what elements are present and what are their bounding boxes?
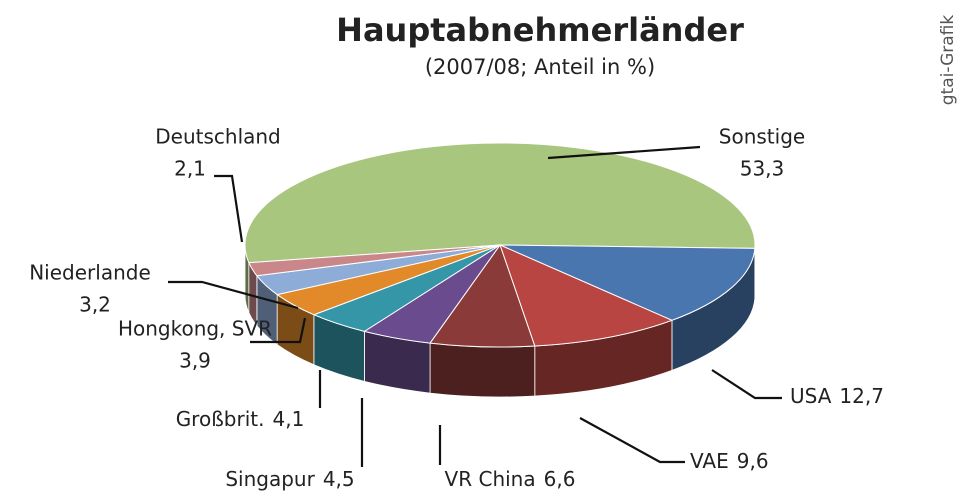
leader-line: [168, 280, 299, 310]
leader-line: [547, 145, 701, 160]
leader-line: [214, 174, 244, 243]
value-label: 12,7: [839, 384, 884, 408]
chart-title: Hauptabnehmerländer: [336, 11, 744, 49]
category-label: Großbrit.: [176, 407, 265, 431]
value-label: 53,3: [740, 157, 785, 181]
category-label: USA: [790, 384, 832, 408]
category-label: Deutschland: [155, 125, 281, 149]
category-label: VR China: [445, 467, 536, 491]
data-label: Großbrit. 4,1: [176, 407, 305, 431]
category-label: Sonstige: [719, 125, 805, 149]
value-label: 9,6: [737, 449, 769, 473]
source: gtai-Grafik: [938, 15, 958, 106]
value-label: 2,1: [174, 157, 206, 181]
data-label: Singapur 4,5: [225, 467, 354, 491]
leader-line: [579, 417, 685, 464]
category-label: Singapur: [225, 467, 315, 491]
value-label: 3,2: [79, 293, 111, 317]
slice: [499, 244, 756, 321]
slice: [499, 244, 674, 347]
leader-line: [250, 317, 307, 344]
value-label: 4,1: [272, 407, 304, 431]
slice: [244, 142, 756, 264]
value-label: 4,5: [323, 467, 355, 491]
data-label: VR China 6,6: [445, 467, 576, 491]
slice-side: [429, 342, 536, 398]
data-label: USA 12,7: [790, 384, 884, 408]
slice: [248, 244, 501, 277]
category-label: VAE: [690, 449, 729, 473]
leader-line: [711, 369, 782, 400]
category-label: Hongkong, SVR: [118, 317, 272, 341]
category-label: Niederlande: [29, 261, 151, 285]
data-label: VAE 9,6: [690, 449, 769, 473]
value-label: 3,9: [179, 349, 211, 373]
value-label: 6,6: [544, 467, 576, 491]
chart-subtitle: (2007/08; Anteil in %): [425, 55, 655, 79]
